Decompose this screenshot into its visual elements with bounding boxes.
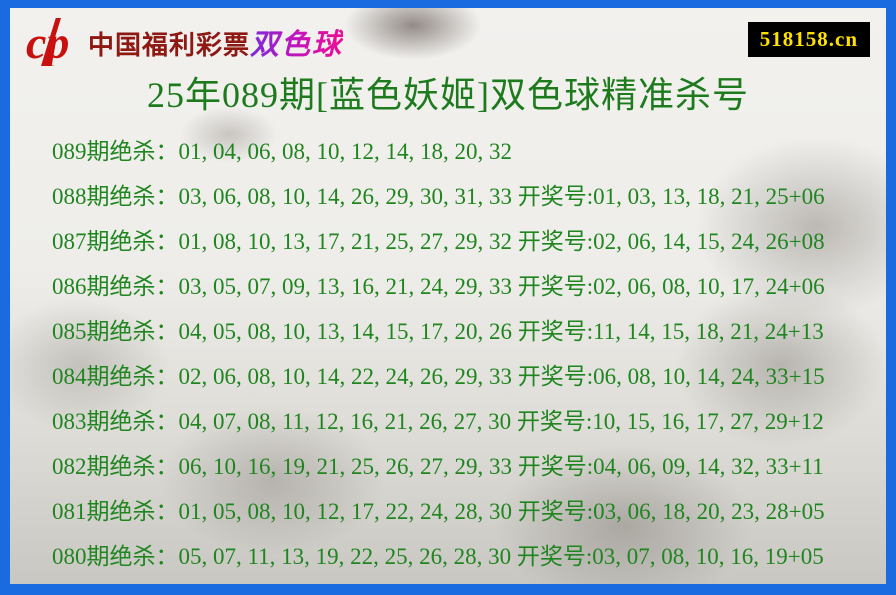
kill-row-083: 083期绝杀：04, 07, 08, 11, 12, 16, 21, 26, 2… xyxy=(52,399,874,444)
draw-label: 开奖号: xyxy=(512,454,594,479)
draw-numbers: 10, 15, 16, 17, 27, 29+12 xyxy=(592,409,824,434)
row-label: 087期绝杀： xyxy=(52,229,179,254)
draw-numbers: 03, 07, 08, 10, 16, 19+05 xyxy=(592,544,824,569)
row-label: 086期绝杀： xyxy=(52,274,179,299)
kill-numbers: 03, 05, 07, 09, 13, 16, 21, 24, 29, 33 xyxy=(178,274,513,299)
draw-numbers: 04, 06, 09, 14, 32, 33+11 xyxy=(593,454,824,479)
kill-number-list: 089期绝杀：01, 04, 06, 08, 10, 12, 14, 18, 2… xyxy=(52,129,874,579)
row-label: 084期绝杀： xyxy=(52,364,179,389)
draw-label: 开奖号: xyxy=(512,319,594,344)
draw-label: 开奖号: xyxy=(512,184,594,209)
draw-numbers: 01, 03, 13, 18, 21, 25+06 xyxy=(593,184,825,209)
kill-row-084: 084期绝杀：02, 06, 08, 10, 14, 22, 24, 26, 2… xyxy=(52,354,874,399)
kill-row-085: 085期绝杀：04, 05, 08, 10, 13, 14, 15, 17, 2… xyxy=(52,309,874,354)
draw-numbers: 11, 14, 15, 18, 21, 24+13 xyxy=(593,319,824,344)
site-domain-badge: 518158.cn xyxy=(747,22,870,57)
kill-row-086: 086期绝杀：03, 05, 07, 09, 13, 16, 21, 24, 2… xyxy=(52,264,874,309)
draw-numbers: 03, 06, 18, 20, 23, 28+05 xyxy=(593,499,825,524)
site-brand: 中国福利彩票双色球 xyxy=(88,21,343,63)
kill-numbers: 06, 10, 16, 19, 21, 25, 26, 27, 29, 33 xyxy=(178,454,513,479)
kill-row-082: 082期绝杀：06, 10, 16, 19, 21, 25, 26, 27, 2… xyxy=(52,444,874,489)
draw-label: 开奖号: xyxy=(511,544,593,569)
kill-numbers: 01, 05, 08, 10, 12, 17, 22, 24, 28, 30 xyxy=(178,499,513,524)
kill-row-087: 087期绝杀：01, 08, 10, 13, 17, 21, 25, 27, 2… xyxy=(52,219,874,264)
kill-row-081: 081期绝杀：01, 05, 08, 10, 12, 17, 22, 24, 2… xyxy=(52,489,874,534)
draw-numbers: 06, 08, 10, 14, 24, 33+15 xyxy=(593,364,825,389)
draw-label: 开奖号: xyxy=(512,274,594,299)
china-welfare-lottery-logo-icon: cp xyxy=(26,18,69,66)
kill-numbers: 01, 04, 06, 08, 10, 12, 14, 18, 20, 32 xyxy=(178,139,513,164)
brand-highlight: 双色球 xyxy=(250,29,344,61)
row-label: 081期绝杀： xyxy=(52,499,179,524)
kill-numbers: 04, 07, 08, 11, 12, 16, 21, 26, 27, 30 xyxy=(178,409,512,434)
kill-row-089: 089期绝杀：01, 04, 06, 08, 10, 12, 14, 18, 2… xyxy=(52,129,874,174)
draw-label: 开奖号: xyxy=(512,229,594,254)
kill-row-088: 088期绝杀：03, 06, 08, 10, 14, 26, 29, 30, 3… xyxy=(52,174,874,219)
kill-numbers: 03, 06, 08, 10, 14, 26, 29, 30, 31, 33 xyxy=(178,184,513,209)
draw-label: 开奖号: xyxy=(512,364,594,389)
page-title: 25年089期[蓝色妖姬]双色球精准杀号 xyxy=(147,75,749,115)
kill-numbers: 02, 06, 08, 10, 14, 22, 24, 26, 29, 33 xyxy=(178,364,513,389)
draw-label: 开奖号: xyxy=(511,409,593,434)
draw-label: 开奖号: xyxy=(512,499,594,524)
draw-numbers: 02, 06, 08, 10, 17, 24+06 xyxy=(593,274,825,299)
kill-numbers: 01, 08, 10, 13, 17, 21, 25, 27, 29, 32 xyxy=(178,229,513,254)
row-label: 089期绝杀： xyxy=(52,139,179,164)
row-label: 085期绝杀： xyxy=(52,319,179,344)
page-content: cp 中国福利彩票双色球 518158.cn 25年089期[蓝色妖姬]双色球精… xyxy=(10,8,886,584)
row-label: 088期绝杀： xyxy=(52,184,179,209)
kill-row-080: 080期绝杀：05, 07, 11, 13, 19, 22, 25, 26, 2… xyxy=(52,534,874,579)
site-header: cp 中国福利彩票双色球 xyxy=(26,16,343,68)
brand-text: 中国福利彩票 xyxy=(88,30,251,60)
row-label: 080期绝杀： xyxy=(52,544,179,569)
draw-numbers: 02, 06, 14, 15, 24, 26+08 xyxy=(593,229,825,254)
kill-numbers: 04, 05, 08, 10, 13, 14, 15, 17, 20, 26 xyxy=(178,319,513,344)
row-label: 082期绝杀： xyxy=(52,454,179,479)
row-label: 083期绝杀： xyxy=(52,409,179,434)
kill-numbers: 05, 07, 11, 13, 19, 22, 25, 26, 28, 30 xyxy=(178,544,512,569)
